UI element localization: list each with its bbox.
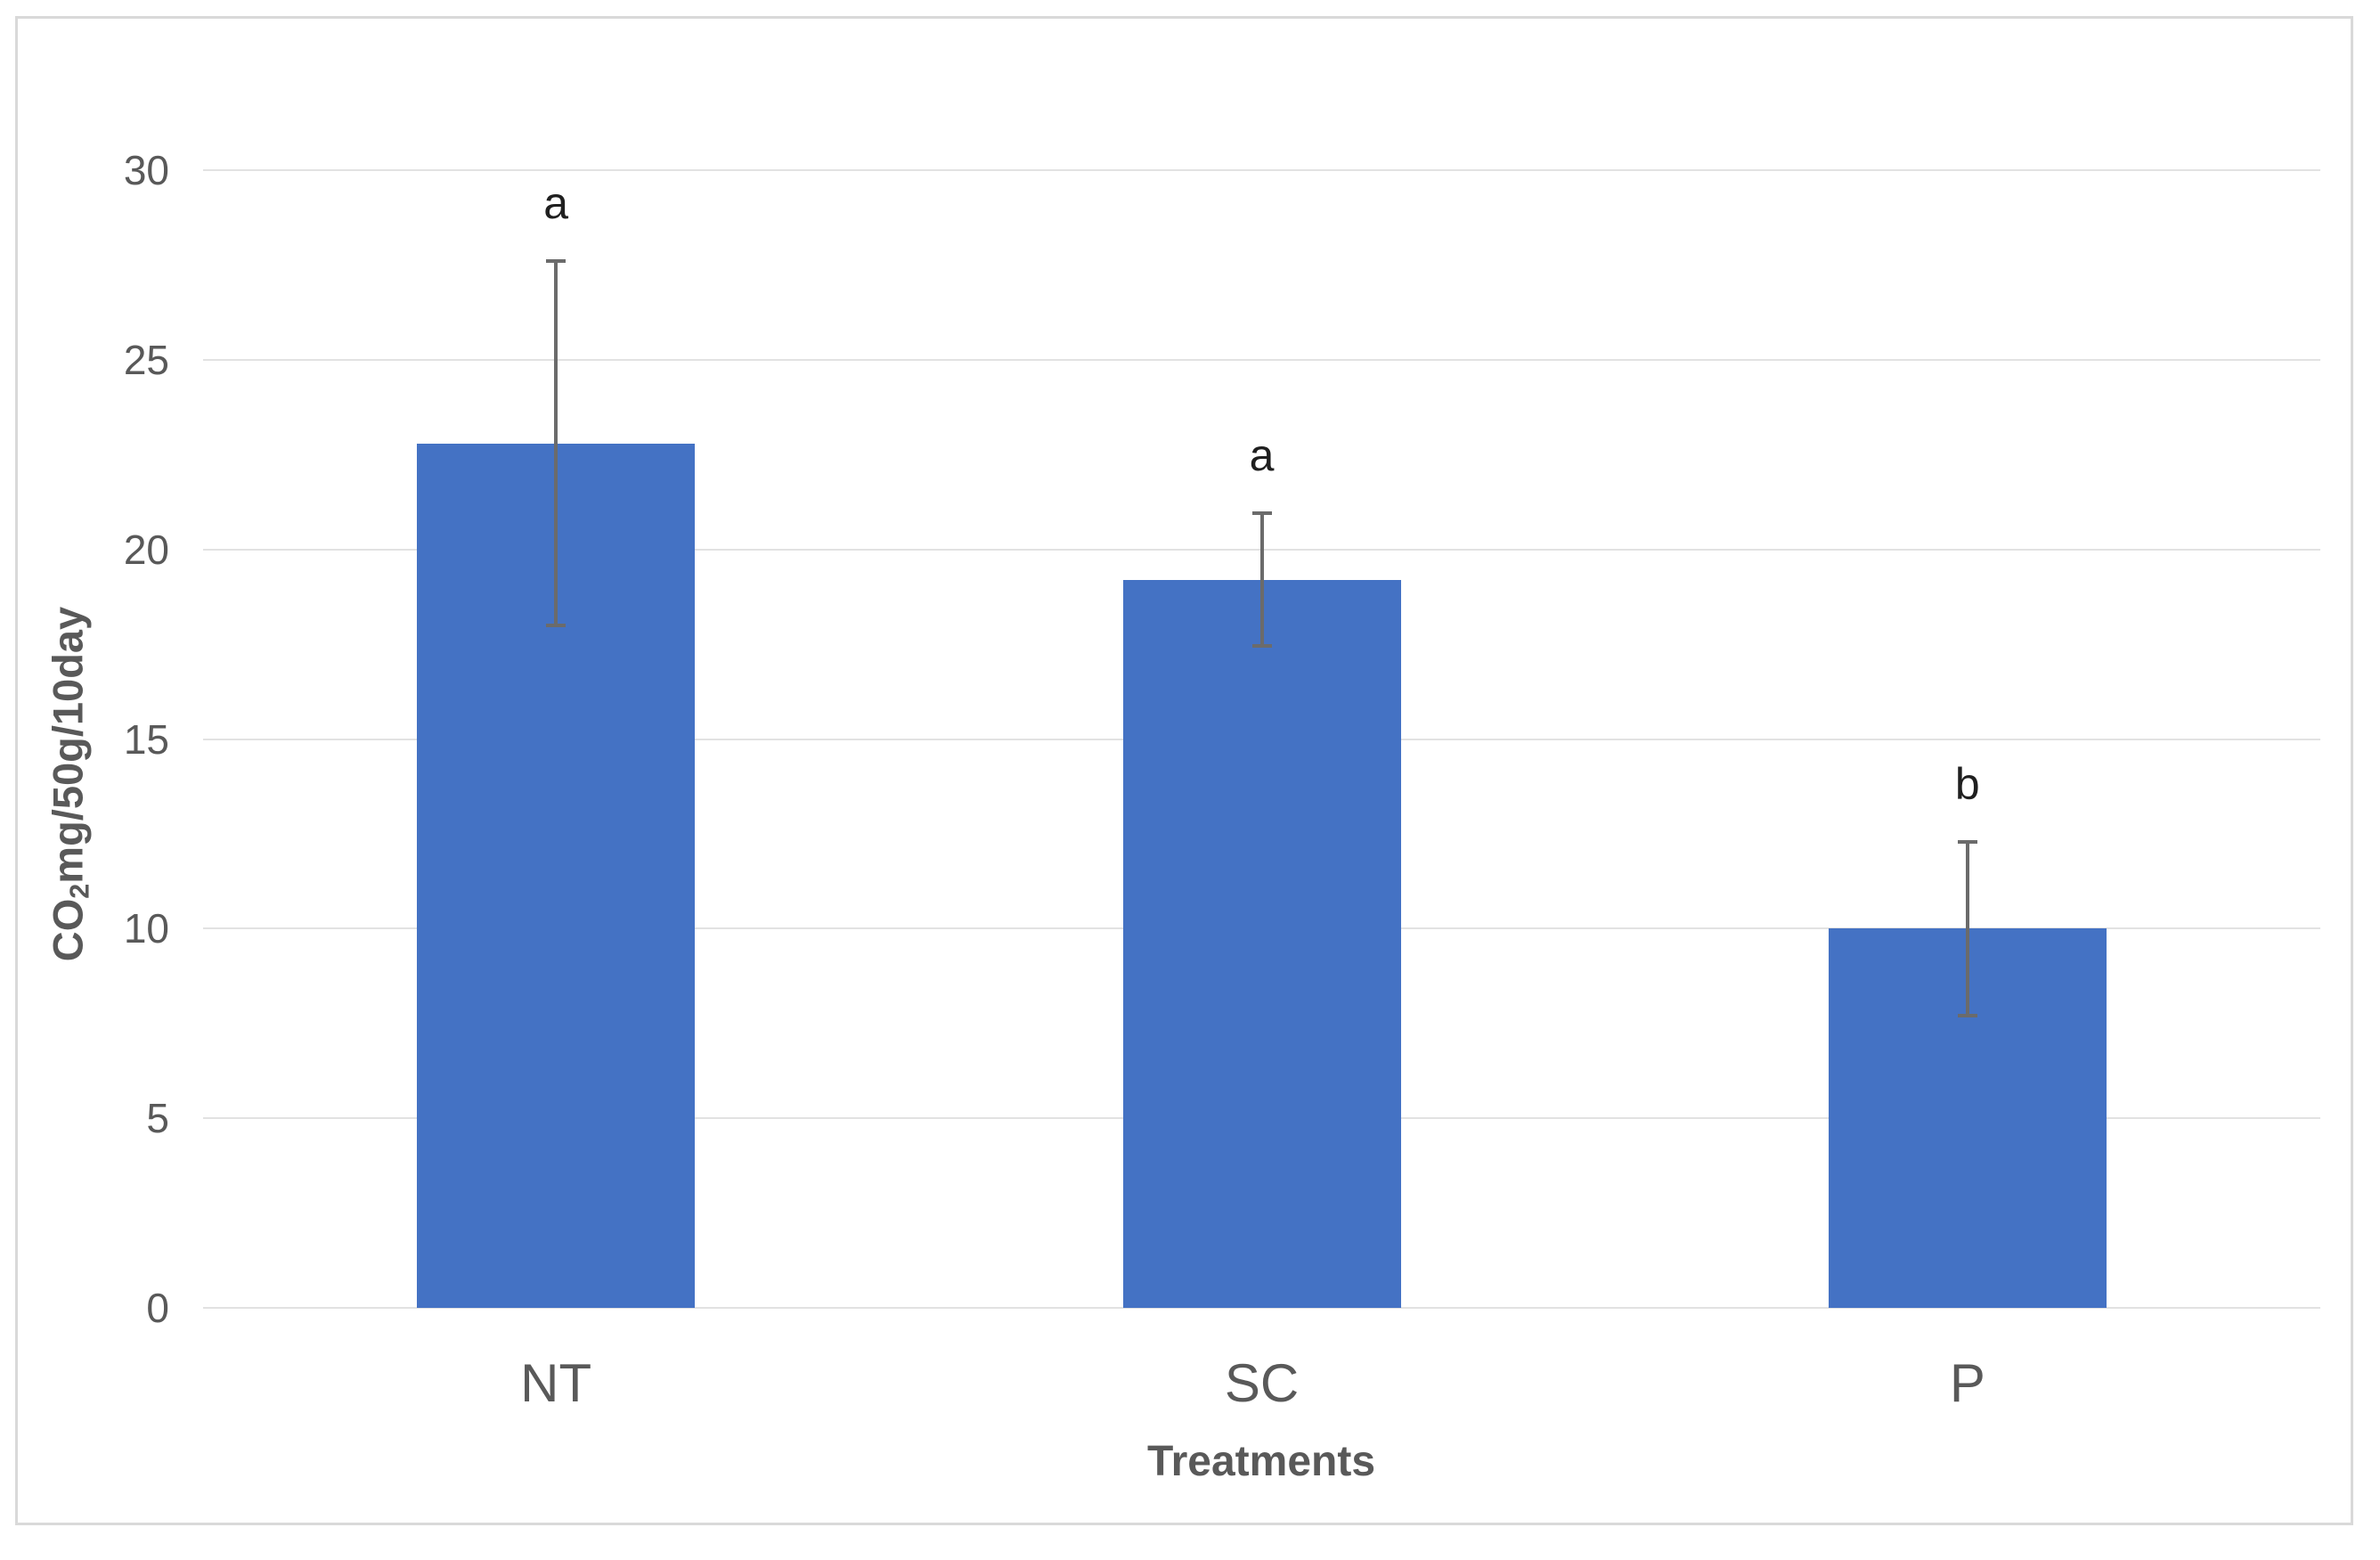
- y-tick-label-15: 15: [123, 715, 169, 763]
- y-tick-label-0: 0: [146, 1285, 169, 1331]
- category-label-SC: SC: [1224, 1353, 1300, 1413]
- bar-SC: [1122, 579, 1401, 1308]
- significance-letter-SC: a: [1249, 430, 1275, 481]
- gridline-0: [203, 1307, 2320, 1309]
- x-axis-title: Treatments: [1146, 1438, 1376, 1485]
- y-tick-label-20: 20: [123, 526, 169, 573]
- significance-letter-P: b: [1954, 758, 1980, 809]
- error-bar-top-cap-SC: [1251, 511, 1272, 516]
- y-axis-title-suffix: mg/50g/10day: [44, 606, 92, 884]
- y-tick-label-25: 25: [123, 337, 169, 383]
- error-bar-line-SC: [1259, 513, 1264, 647]
- error-bar-bottom-cap-NT: [546, 623, 566, 627]
- error-bar-bottom-cap-P: [1957, 1014, 1977, 1018]
- category-label-NT: NT: [520, 1353, 592, 1413]
- gridline-30: [203, 169, 2320, 172]
- significance-letter-NT: a: [543, 178, 569, 229]
- y-tick-label-10: 10: [123, 905, 169, 952]
- y-axis-title: CO2mg/50g/10day: [44, 606, 95, 962]
- error-bar-bottom-cap-SC: [1251, 644, 1272, 649]
- y-axis-title-prefix: CO: [44, 898, 92, 962]
- y-axis-title-subscript: 2: [64, 883, 95, 899]
- error-bar-line-P: [1965, 841, 1969, 1017]
- y-tick-label-30: 30: [123, 147, 169, 194]
- error-bar-top-cap-NT: [546, 259, 566, 264]
- error-bar-line-NT: [554, 261, 558, 625]
- gridline-25: [203, 359, 2320, 361]
- y-tick-label-5: 5: [146, 1095, 169, 1142]
- category-label-P: P: [1949, 1353, 1985, 1413]
- error-bar-top-cap-P: [1957, 839, 1977, 844]
